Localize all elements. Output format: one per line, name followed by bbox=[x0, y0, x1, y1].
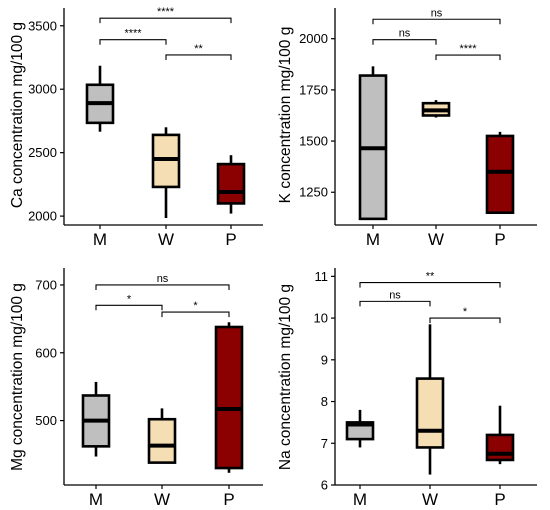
bracket-line bbox=[359, 282, 501, 288]
significance-label: ** bbox=[194, 43, 203, 55]
y-tick-label: 3000 bbox=[28, 82, 57, 97]
y-tick-label: 10 bbox=[314, 311, 328, 326]
box-iqr bbox=[415, 377, 445, 449]
significance-label: **** bbox=[157, 6, 175, 18]
bracket-line bbox=[435, 54, 501, 61]
x-tick-label: W bbox=[422, 490, 438, 509]
box-iqr bbox=[216, 162, 246, 205]
significance-bracket: * bbox=[161, 300, 230, 318]
y-tick-label: 700 bbox=[35, 277, 57, 292]
y-tick-label: 7 bbox=[321, 436, 328, 451]
significance-label: ** bbox=[426, 271, 435, 283]
box-iqr bbox=[485, 433, 515, 462]
y-axis-title: K concentration mg/100 g bbox=[277, 27, 294, 204]
bracket-line bbox=[95, 304, 163, 311]
significance-label: ns bbox=[431, 7, 443, 19]
box-M bbox=[358, 66, 388, 221]
y-tick-label: 2000 bbox=[299, 31, 328, 46]
significance-label: ns bbox=[157, 273, 169, 285]
chart-panel-k: 1250 1500 1750 2000 K concentration mg/100 g… bbox=[277, 7, 537, 249]
box-W bbox=[415, 324, 445, 475]
y-tick-label: 3500 bbox=[28, 18, 57, 33]
x-tick-label: P bbox=[494, 490, 505, 509]
bracket-line bbox=[165, 54, 232, 60]
x-tick-label: W bbox=[158, 230, 174, 249]
significance-bracket: * bbox=[95, 293, 163, 311]
bracket-line bbox=[161, 311, 230, 318]
x-tick-label: M bbox=[93, 230, 107, 249]
box-P bbox=[214, 322, 244, 473]
significance-bracket: ** bbox=[359, 271, 501, 288]
box-P bbox=[216, 155, 246, 214]
significance-label: * bbox=[193, 300, 198, 312]
significance-bracket: ** bbox=[165, 43, 232, 60]
y-tick-label: 1500 bbox=[299, 134, 328, 149]
bracket-line bbox=[95, 284, 230, 290]
significance-label: ns bbox=[389, 289, 401, 301]
significance-bracket: **** bbox=[99, 28, 167, 45]
y-tick-label: 1750 bbox=[299, 82, 328, 97]
significance-bracket: ns bbox=[372, 7, 501, 25]
box-P bbox=[485, 405, 515, 465]
significance-label: **** bbox=[459, 43, 477, 55]
significance-bracket: ns bbox=[372, 28, 437, 45]
x-tick-label: P bbox=[225, 230, 236, 249]
y-axis-title: Ca concentration mg/100 g bbox=[9, 22, 26, 208]
bracket-line bbox=[99, 17, 232, 24]
y-tick-label: 600 bbox=[35, 345, 57, 360]
bracket-line bbox=[359, 300, 431, 307]
box-M bbox=[345, 409, 375, 448]
y-tick-label: 11 bbox=[315, 269, 329, 284]
significance-bracket: **** bbox=[99, 6, 232, 24]
significance-label: **** bbox=[124, 28, 142, 40]
y-tick-label: 1250 bbox=[299, 185, 328, 200]
x-tick-label: W bbox=[154, 490, 170, 509]
box-W bbox=[421, 100, 451, 118]
y-axis-title: Na concentration mg/100 g bbox=[277, 284, 294, 470]
box-M bbox=[81, 381, 111, 457]
significance-label: ns bbox=[399, 28, 411, 40]
bracket-line bbox=[99, 39, 167, 45]
y-tick-label: 8 bbox=[321, 394, 328, 409]
box-iqr bbox=[485, 134, 515, 215]
y-tick-label: 500 bbox=[35, 413, 57, 428]
significance-bracket: **** bbox=[435, 43, 501, 61]
x-tick-label: P bbox=[494, 230, 505, 249]
box-iqr bbox=[345, 421, 375, 441]
significance-bracket: ns bbox=[95, 273, 230, 290]
y-tick-label: 6 bbox=[321, 478, 328, 493]
bracket-line bbox=[372, 18, 501, 25]
x-tick-label: M bbox=[89, 490, 103, 509]
box-W bbox=[151, 127, 181, 219]
x-tick-label: M bbox=[353, 490, 367, 509]
x-tick-label: M bbox=[366, 230, 380, 249]
y-axis-title: Mg concentration mg/100 g bbox=[9, 283, 26, 471]
box-P bbox=[485, 131, 515, 215]
bracket-line bbox=[429, 317, 501, 324]
y-tick-label: 2500 bbox=[28, 145, 57, 160]
y-tick-label: 2000 bbox=[28, 209, 57, 224]
bracket-line bbox=[372, 39, 437, 45]
significance-bracket: * bbox=[429, 306, 501, 324]
x-tick-label: P bbox=[223, 490, 234, 509]
box-M bbox=[85, 65, 115, 132]
significance-bracket: ns bbox=[359, 289, 431, 307]
box-W bbox=[147, 408, 177, 464]
box-iqr bbox=[214, 325, 244, 470]
significance-label: * bbox=[463, 306, 468, 318]
box-iqr bbox=[147, 417, 177, 464]
y-tick-label: 9 bbox=[321, 352, 328, 367]
x-tick-label: W bbox=[428, 230, 444, 249]
significance-label: * bbox=[127, 293, 132, 305]
chart-panel-mg: 500 600 700 Mg concentration mg/100 g M W P * * n… bbox=[9, 268, 263, 509]
